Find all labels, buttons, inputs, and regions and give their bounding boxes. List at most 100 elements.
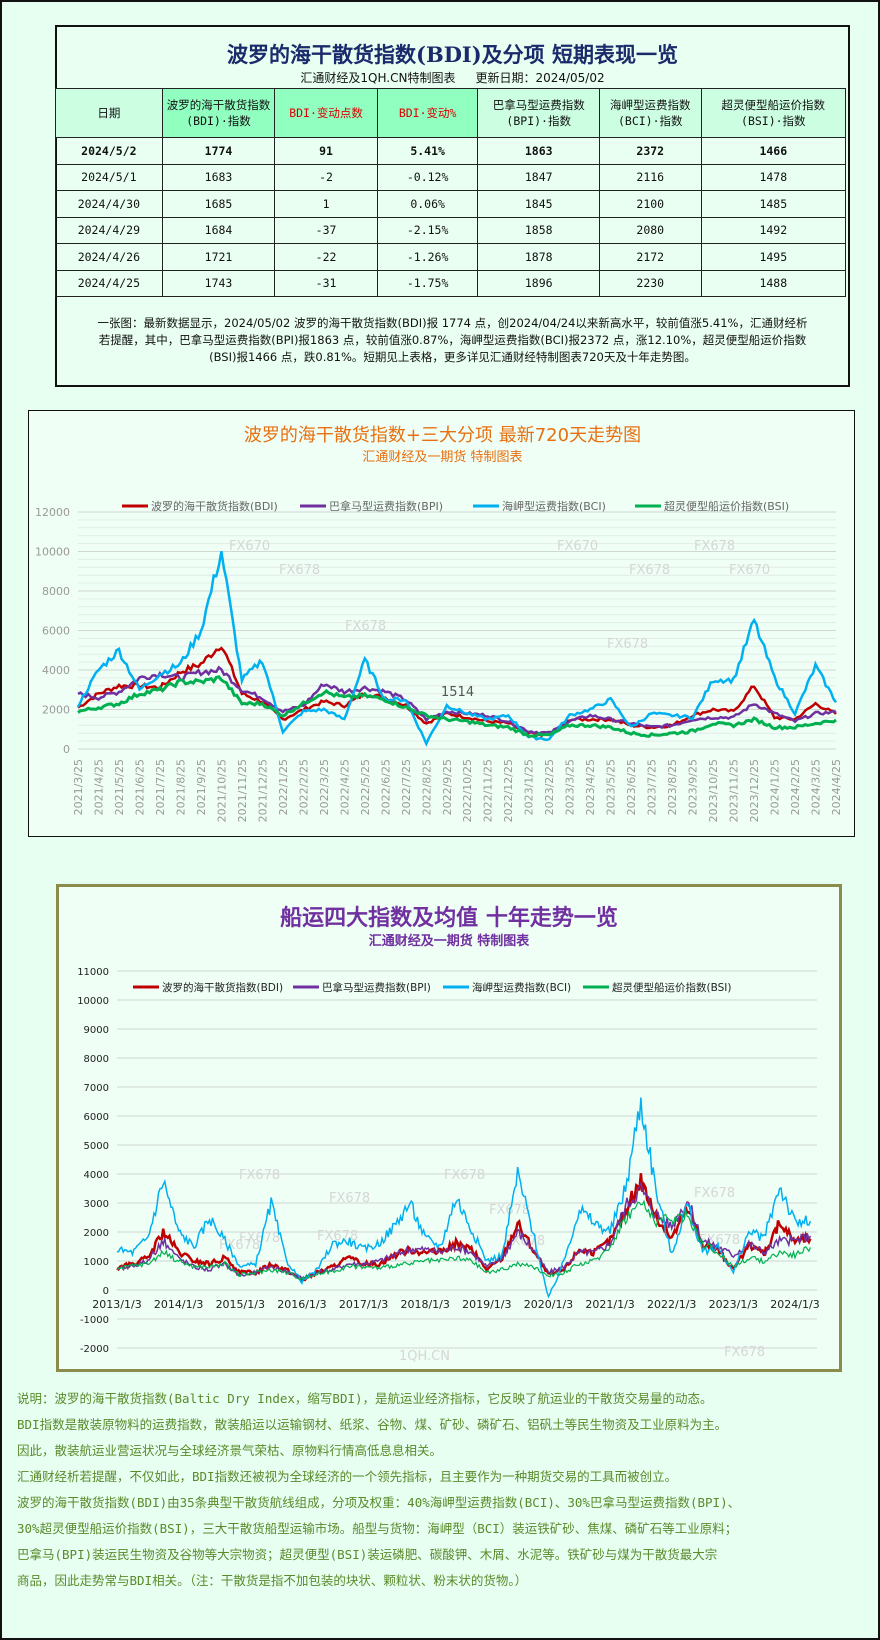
- table-cell: -2.15%: [376, 216, 479, 244]
- explanation-line: 因此，散装航运业营运状况与全球经济景气荣枯、原物料行情高低息息相关。: [17, 1443, 443, 1458]
- legend-label: 超灵便型船运价指数(BSI): [664, 499, 789, 513]
- x-tick-label: 2021/9/25: [195, 759, 208, 815]
- x-tick-label: 2022/12/25: [502, 759, 515, 822]
- x-tick-label: 2021/7/25: [154, 759, 167, 815]
- table-cell: 2024/5/1: [55, 163, 163, 191]
- summary-note: 一张图：最新数据显示，2024/05/02 波罗的海干散货指数(BDI)报 17…: [57, 315, 848, 366]
- watermark: FX678: [329, 1191, 370, 1206]
- watermark: FX678: [607, 637, 648, 652]
- table-row: 2024/5/2 1774 91 5.41% 1863 2372 1466: [55, 137, 847, 165]
- series-line-bpi: [77, 665, 837, 736]
- legend-label: 超灵便型船运价指数(BSI): [612, 981, 731, 994]
- column-header-label: BDI·变动点数: [289, 106, 363, 120]
- x-tick-label: 2023/11/25: [728, 759, 741, 822]
- x-tick-label: 2023/12/25: [748, 759, 761, 822]
- x-tick-label: 2024/2/25: [789, 759, 802, 815]
- chart-subtitle: 汇通财经及一期货 特制图表: [362, 449, 522, 465]
- x-tick-label: 2019/1/3: [462, 1298, 511, 1311]
- table-cell: 1492: [700, 216, 847, 244]
- column-header: BDI·变动点数: [274, 88, 378, 138]
- column-header: 海岬型运费指数 (BCI)·指数: [598, 88, 702, 138]
- watermark: FX678: [629, 563, 670, 578]
- series-line-bsi: [77, 675, 837, 738]
- x-tick-label: 2022/2/25: [297, 759, 310, 815]
- x-tick-label: 2020/1/3: [524, 1298, 573, 1311]
- explanation-line: 说明：波罗的海干散货指数(Baltic Dry Index，缩写BDI)，是航运…: [17, 1391, 713, 1406]
- x-tick-label: 2022/3/25: [318, 759, 331, 815]
- watermark: FX678: [694, 1186, 735, 1201]
- explanation-text: 说明：波罗的海干散货指数(Baltic Dry Index，缩写BDI)，是航运…: [17, 1386, 740, 1594]
- x-tick-label: 2022/11/25: [482, 759, 495, 822]
- x-tick-label: 2023/4/25: [584, 759, 597, 815]
- x-tick-label: 2021/1/3: [585, 1298, 634, 1311]
- watermark: FX670: [729, 563, 770, 578]
- y-tick-label: -2000: [80, 1344, 109, 1355]
- watermark: 1QH.CN: [399, 1349, 450, 1364]
- table-cell: -31: [274, 269, 378, 297]
- legend-label: 海岬型运费指数(BCI): [472, 981, 571, 994]
- table-cell: -22: [274, 243, 378, 271]
- x-tick-label: 2021/6/25: [133, 759, 146, 815]
- x-tick-label: 2023/9/25: [687, 759, 700, 815]
- y-tick-label: 1000: [84, 1257, 109, 1268]
- column-header: 超灵便型船运价指数 (BSI)·指数: [700, 88, 847, 138]
- table-cell: -2: [274, 163, 378, 191]
- column-header-label: (BPI)·指数: [506, 114, 571, 128]
- table-cell: 1488: [700, 269, 847, 297]
- explanation-line: 30%超灵便型船运价指数(BSI)，三大干散货船型运输市场。船型与货物：海岬型（…: [17, 1521, 738, 1536]
- table-cell: 1858: [477, 216, 600, 244]
- table-cell: 1845: [477, 190, 600, 218]
- x-tick-label: 2023/1/25: [523, 759, 536, 815]
- table-cell: 0.06%: [376, 190, 479, 218]
- y-tick-label: 0: [63, 743, 70, 756]
- watermark: FX678: [239, 1168, 280, 1183]
- y-tick-label: 5000: [84, 1141, 109, 1152]
- column-header-label: (BCI)·指数: [617, 114, 683, 128]
- watermark: FX678: [239, 1231, 280, 1246]
- note-line: 若提醒，其中，巴拿马型运费指数(BPI)报1863 点，较前值涨0.87%，海岬…: [98, 333, 807, 347]
- series-line-bpi: [116, 1181, 812, 1281]
- explanation-line: 巴拿马(BPI)装运民生物资及谷物等大宗物资；超灵便型(BSI)装运磷肥、碳酸钾…: [17, 1547, 718, 1562]
- x-tick-label: 2022/1/3: [647, 1298, 696, 1311]
- update-date: 更新日期：2024/05/02: [475, 71, 605, 85]
- table-cell: 5.41%: [376, 137, 479, 165]
- column-header-label: 日期: [97, 106, 121, 120]
- column-header-label: BDI·变动%: [398, 106, 457, 120]
- watermark: FX678: [345, 619, 386, 634]
- column-header-label: (BDI)·指数: [186, 114, 251, 128]
- x-tick-label: 2021/3/25: [72, 759, 85, 815]
- legend-label: 巴拿马型运费指数(BPI): [322, 981, 431, 994]
- series-line-bci: [76, 551, 837, 747]
- x-tick-label: 2022/4/25: [338, 759, 351, 815]
- table-cell: 1: [274, 190, 378, 218]
- column-header: 日期: [55, 88, 163, 138]
- column-header: BDI·变动%: [376, 88, 479, 138]
- explanation-line: 商品，因此走势常与BDI相关。（注：干散货是指不加包装的块状、颗粒状、粉末状的货…: [17, 1573, 528, 1588]
- column-header-label: 超灵便型船运价指数: [721, 98, 826, 112]
- watermark: FX678: [724, 1345, 765, 1360]
- x-tick-label: 2021/10/25: [215, 759, 228, 822]
- x-tick-label: 2017/1/3: [339, 1298, 388, 1311]
- x-tick-label: 2022/9/25: [441, 759, 454, 815]
- table-cell: 1847: [477, 163, 600, 191]
- y-tick-label: 3000: [84, 1199, 109, 1210]
- table-cell: 2172: [598, 243, 702, 271]
- chart-ten-year: 船运四大指数及均值 十年走势一览 汇通财经及一期货 特制图表 -2000 -1000 0…: [56, 884, 842, 1372]
- x-tick-label: 2023/2/25: [543, 759, 556, 815]
- x-tick-label: 2024/3/25: [810, 759, 823, 815]
- legend-label: 波罗的海干散货指数(BDI): [151, 499, 278, 513]
- table-row: 2024/4/30 1685 1 0.06% 1845 2100 1485: [55, 190, 847, 218]
- table-cell: 1863: [477, 137, 600, 165]
- table-cell: -1.75%: [376, 269, 479, 297]
- y-tick-label: 0: [103, 1286, 109, 1297]
- x-tick-label: 2022/6/25: [379, 759, 392, 815]
- column-header: 波罗的海干散货指数 (BDI)·指数: [161, 88, 276, 138]
- chart-subtitle: 汇通财经及一期货 特制图表: [369, 933, 531, 949]
- table-cell: 91: [274, 137, 378, 165]
- x-tick-label: 2023/1/3: [709, 1298, 758, 1311]
- chart-720-day: 波罗的海干散货指数+三大分项 最新720天走势图 汇通财经及一期货 特制图表 0 20…: [28, 410, 855, 837]
- series-line-bdi: [77, 646, 837, 738]
- legend-label: 海岬型运费指数(BCI): [502, 499, 606, 513]
- table-cell: 1466: [700, 137, 847, 165]
- table-source: 汇通财经及1QH.CN特制图表: [300, 71, 456, 85]
